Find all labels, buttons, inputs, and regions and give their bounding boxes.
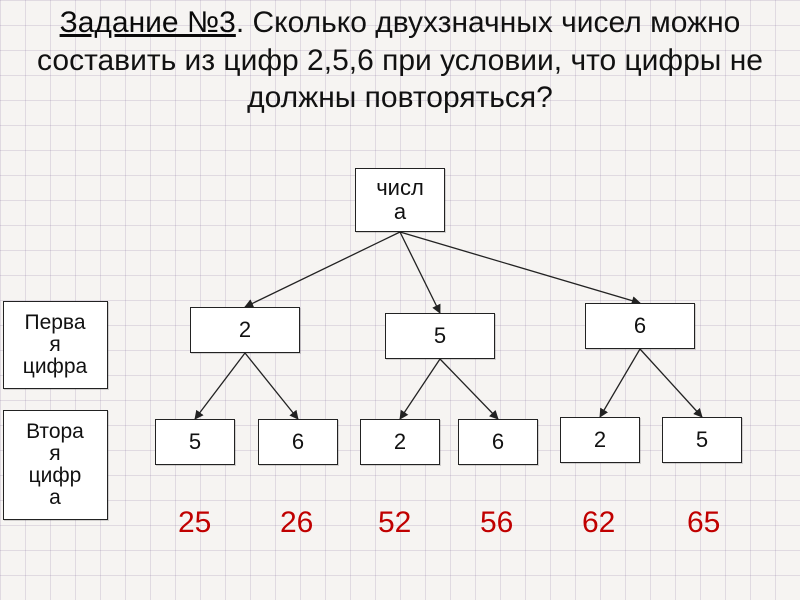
tree-level2-node: 6: [258, 419, 338, 465]
task-label: Задание №3: [60, 6, 236, 39]
tree-level2-node: 5: [155, 419, 235, 465]
result-number: 65: [687, 506, 720, 540]
result-number: 26: [280, 506, 313, 540]
tree-root-node: числ а: [355, 168, 445, 232]
result-number: 52: [378, 506, 411, 540]
tree-level2-node: 2: [360, 419, 440, 465]
question-text: Задание №3. Сколько двухзначных чисел мо…: [0, 0, 800, 117]
tree-level1-node: 6: [585, 303, 695, 349]
result-number: 25: [178, 506, 211, 540]
result-number: 56: [480, 506, 513, 540]
tree-level2-node: 6: [458, 419, 538, 465]
tree-level1-node: 5: [385, 313, 495, 359]
result-number: 62: [582, 506, 615, 540]
row-label-first-digit: Перва я цифра: [3, 301, 108, 389]
tree-level1-node: 2: [190, 307, 300, 353]
row-label-second-digit: Втора я цифр а: [3, 410, 108, 520]
tree-level2-node: 2: [560, 417, 640, 463]
tree-level2-node: 5: [662, 417, 742, 463]
